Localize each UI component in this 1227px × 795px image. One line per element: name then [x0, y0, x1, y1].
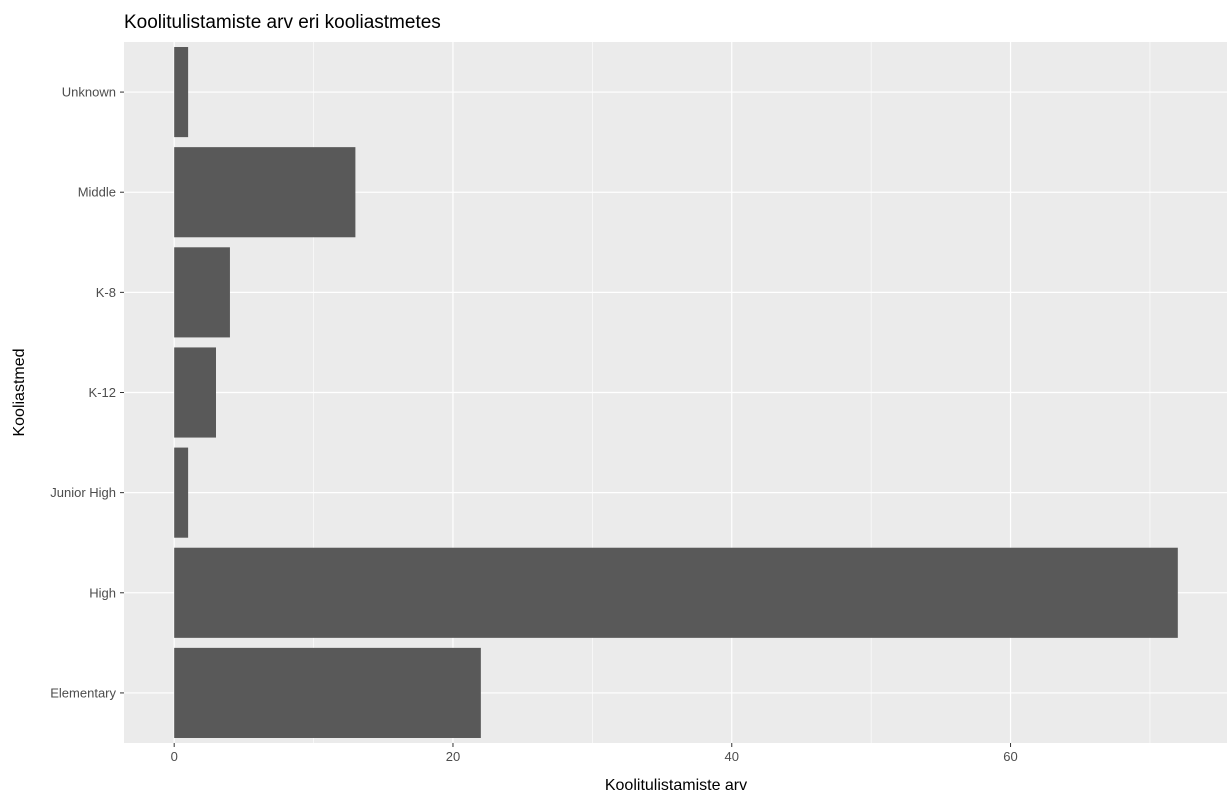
bar-elementary: [174, 647, 481, 738]
bar-k-12: [174, 347, 216, 438]
y-tick-label: High: [89, 585, 116, 600]
y-tick-label: K-12: [89, 385, 116, 400]
y-tick-label: Junior High: [50, 485, 116, 500]
y-tick-label: Middle: [78, 185, 116, 200]
bar-k-8: [174, 247, 230, 338]
x-axis: 0 20 40 60: [171, 743, 1018, 764]
bar-unknown: [174, 47, 189, 138]
bar-middle: [174, 147, 356, 238]
x-tick-label: 60: [1003, 749, 1017, 764]
y-tick-label: K-8: [96, 285, 116, 300]
x-tick-label: 20: [446, 749, 460, 764]
y-tick-label: Elementary: [50, 685, 116, 700]
bars: [174, 47, 1178, 738]
x-axis-title: Koolitulistamiste arv: [605, 777, 747, 794]
y-axis: Elementary High Junior High K-12 K-8 Middle Un…: [50, 85, 124, 700]
x-tick-label: 40: [725, 749, 739, 764]
x-tick-label: 0: [171, 749, 178, 764]
bar-junior-high: [174, 447, 189, 538]
y-axis-title: Kooliastmed: [11, 348, 28, 436]
y-tick-label: Unknown: [62, 85, 116, 100]
bar-high: [174, 547, 1178, 638]
chart-title: Koolitulistamiste arv eri kooliastmetes: [124, 12, 441, 33]
